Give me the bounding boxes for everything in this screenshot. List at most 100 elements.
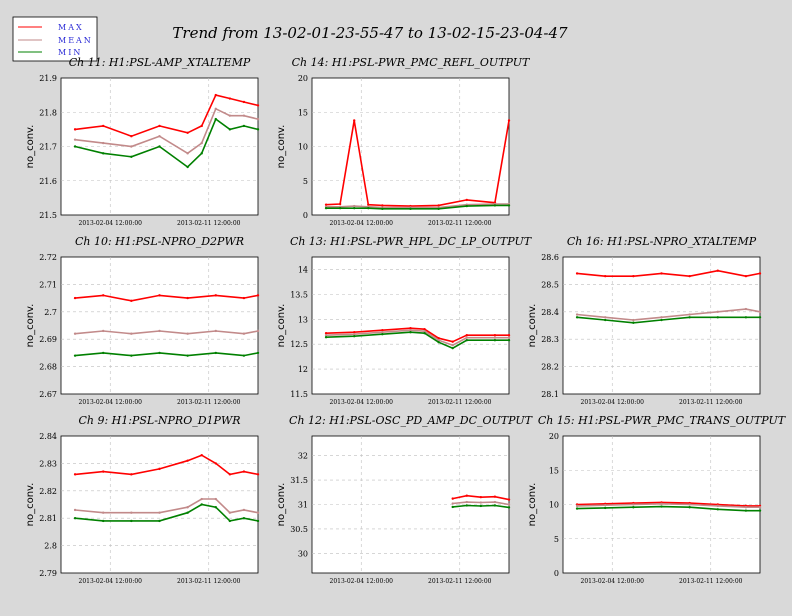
y-axis-label: no_conv. bbox=[527, 483, 538, 527]
series-min-point bbox=[688, 506, 691, 509]
series-min-point bbox=[660, 318, 663, 322]
series-max-point bbox=[102, 124, 105, 128]
series-max-point bbox=[409, 327, 412, 330]
y-tick-label: 13 bbox=[298, 315, 308, 324]
series-max-point bbox=[381, 204, 384, 207]
series-max-point bbox=[324, 332, 328, 335]
series-mean-point bbox=[102, 141, 105, 145]
series-min-point bbox=[716, 508, 719, 511]
series-min-point bbox=[324, 336, 328, 339]
series-min-point bbox=[228, 519, 232, 523]
series-min-point bbox=[242, 517, 246, 520]
series-min-point bbox=[451, 505, 454, 509]
y-tick-label: 30 bbox=[298, 549, 308, 558]
series-max-point bbox=[367, 203, 370, 206]
series-min-point bbox=[214, 351, 217, 355]
legend: MAX MEAN MIN bbox=[12, 16, 98, 62]
series-max-point bbox=[507, 119, 511, 122]
y-tick-label: 2.79 bbox=[39, 569, 57, 578]
chart-ch-11: 21.5 21.6 21.7 21.8 21.9 2013-02-04 12:00:00 2… bbox=[25, 56, 260, 227]
y-tick-label: 12.5 bbox=[290, 340, 308, 349]
y-tick-label: 15 bbox=[298, 108, 308, 117]
series-mean-point bbox=[575, 504, 579, 508]
y-tick-label: 2.8 bbox=[44, 542, 57, 551]
series-max-line bbox=[75, 294, 259, 302]
series-max-point bbox=[200, 453, 203, 457]
series-mean-point bbox=[186, 152, 189, 155]
legend-box bbox=[12, 16, 98, 62]
x-tick-label: 2013-02-04 12:00:00 bbox=[330, 578, 394, 585]
y-axis-label: no_conv. bbox=[25, 483, 36, 527]
series-max-point bbox=[214, 93, 217, 97]
series-min-point bbox=[381, 207, 384, 211]
series-mean-point bbox=[660, 502, 663, 506]
series-min-point bbox=[102, 519, 105, 523]
series-min-point bbox=[604, 506, 607, 510]
series-min-point bbox=[660, 505, 663, 508]
series-max-point bbox=[423, 328, 426, 331]
series-max-line bbox=[326, 120, 510, 207]
series-mean-point bbox=[228, 114, 232, 117]
y-tick-label: 0 bbox=[303, 211, 308, 220]
series-max-point bbox=[214, 462, 217, 465]
series-max-point bbox=[493, 334, 497, 337]
series-max-point bbox=[507, 498, 511, 501]
series-max-point bbox=[130, 135, 133, 138]
chart-title: Ch 11: H1:PSL-AMP_XTALTEMP bbox=[69, 56, 251, 69]
series-max-point bbox=[186, 296, 189, 300]
series-max-point bbox=[130, 299, 133, 303]
y-tick-label: 14 bbox=[298, 265, 308, 274]
series-min-point bbox=[73, 145, 77, 148]
series-min-point bbox=[716, 316, 719, 319]
series-min-point bbox=[744, 316, 748, 319]
series-mean-point bbox=[256, 511, 260, 514]
series-mean-line bbox=[577, 308, 761, 321]
series-mean-point bbox=[214, 329, 217, 333]
y-tick-label: 20 bbox=[298, 74, 308, 83]
series-mean-point bbox=[130, 145, 133, 148]
chart-ch-9: 2.79 2.8 2.81 2.82 2.83 2.84 2013-02-04 12:00:… bbox=[25, 414, 260, 585]
series-mean-point bbox=[324, 334, 328, 337]
series-min-point bbox=[158, 519, 161, 523]
series-mean-point bbox=[493, 500, 497, 504]
series-min-point bbox=[256, 519, 260, 523]
series-max-point bbox=[242, 100, 246, 104]
x-tick-label: 2013-02-04 12:00:00 bbox=[581, 399, 645, 406]
chart-ch-10: 2.67 2.68 2.69 2.7 2.71 2.72 2013-02-04 12:00:… bbox=[25, 235, 260, 406]
series-mean-point bbox=[242, 332, 246, 335]
legend-mean-label: MEAN bbox=[58, 36, 93, 45]
series-max-point bbox=[324, 203, 328, 206]
series-mean-line bbox=[326, 329, 509, 347]
chart-ch-13: 11.5 12 12.5 13 13.5 14 2013-02-04 12:00:00 201… bbox=[276, 235, 533, 406]
series-min-point bbox=[409, 207, 412, 211]
series-mean-point bbox=[632, 318, 635, 322]
series-min-point bbox=[575, 507, 579, 510]
series-min-line bbox=[326, 204, 509, 210]
x-tick-label: 2013-02-11 12:00:00 bbox=[428, 220, 492, 227]
plot-area bbox=[60, 256, 259, 395]
series-max-point bbox=[256, 294, 260, 297]
series-min-point bbox=[451, 346, 454, 350]
series-mean-point bbox=[744, 307, 748, 311]
series-max-point bbox=[353, 119, 356, 122]
series-mean-point bbox=[437, 338, 440, 342]
series-min-point bbox=[73, 354, 77, 357]
series-min-point bbox=[493, 504, 497, 507]
y-tick-label: 2.82 bbox=[39, 487, 57, 496]
series-min-point bbox=[744, 509, 748, 512]
series-mean-point bbox=[409, 329, 412, 332]
series-mean-line bbox=[75, 107, 259, 155]
chart-title: Ch 9: H1:PSL-NPRO_D1PWR bbox=[78, 414, 240, 427]
series-min-point bbox=[507, 506, 511, 509]
series-min-point bbox=[353, 206, 356, 210]
chart-title: Ch 12: H1:PSL-OSC_PD_AMP_DC_OUTPUT bbox=[289, 414, 534, 427]
y-tick-label: 30.5 bbox=[290, 525, 308, 534]
series-mean-point bbox=[256, 329, 260, 333]
series-mean-point bbox=[688, 313, 691, 316]
series-mean-point bbox=[73, 332, 77, 335]
y-axis-label: no_conv. bbox=[25, 304, 36, 348]
series-min-point bbox=[688, 316, 691, 319]
y-tick-label: 12 bbox=[298, 365, 308, 374]
